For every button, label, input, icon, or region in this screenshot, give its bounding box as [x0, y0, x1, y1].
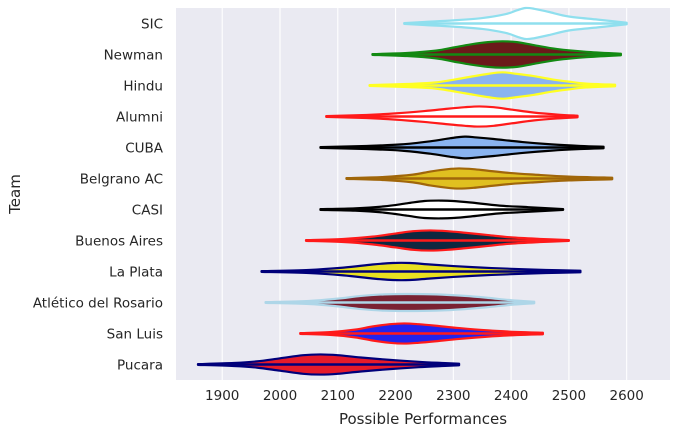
x-tick-labels: 1900 2000 2100 2200 2300 2400 2500 2600 — [205, 388, 644, 404]
x-tick-label: 2000 — [263, 388, 297, 404]
y-tick-label: CASI — [132, 203, 163, 219]
y-tick-labels: SIC Newman Hindu Alumni CUBA Belgrano AC CASI B… — [33, 17, 164, 374]
y-tick-label: Alumni — [116, 110, 163, 126]
y-tick-label: Atlético del Rosario — [33, 296, 163, 312]
x-tick-label: 2500 — [552, 388, 586, 404]
violins — [196, 6, 628, 376]
y-tick-label: Belgrano AC — [80, 172, 163, 188]
y-axis-title: Team — [6, 174, 24, 215]
y-tick-label: SIC — [141, 17, 163, 33]
x-tick-label: 2200 — [378, 388, 412, 404]
x-tick-label: 2600 — [609, 388, 643, 404]
grid-lines — [221, 8, 628, 380]
y-tick-label: Newman — [104, 48, 163, 64]
x-tick-label: 2100 — [321, 388, 355, 404]
y-tick-label: CUBA — [125, 141, 164, 157]
x-axis-title: Possible Performances — [339, 410, 507, 428]
y-tick-label: Hindu — [123, 79, 163, 95]
x-tick-label: 1900 — [205, 388, 239, 404]
y-tick-label: Buenos Aires — [75, 234, 163, 250]
y-tick-label: San Luis — [107, 327, 163, 343]
x-tick-label: 2400 — [494, 388, 528, 404]
y-tick-label: La Plata — [109, 265, 163, 281]
x-tick-label: 2300 — [436, 388, 470, 404]
y-tick-label: Pucara — [117, 358, 163, 374]
plot-background — [176, 8, 670, 380]
